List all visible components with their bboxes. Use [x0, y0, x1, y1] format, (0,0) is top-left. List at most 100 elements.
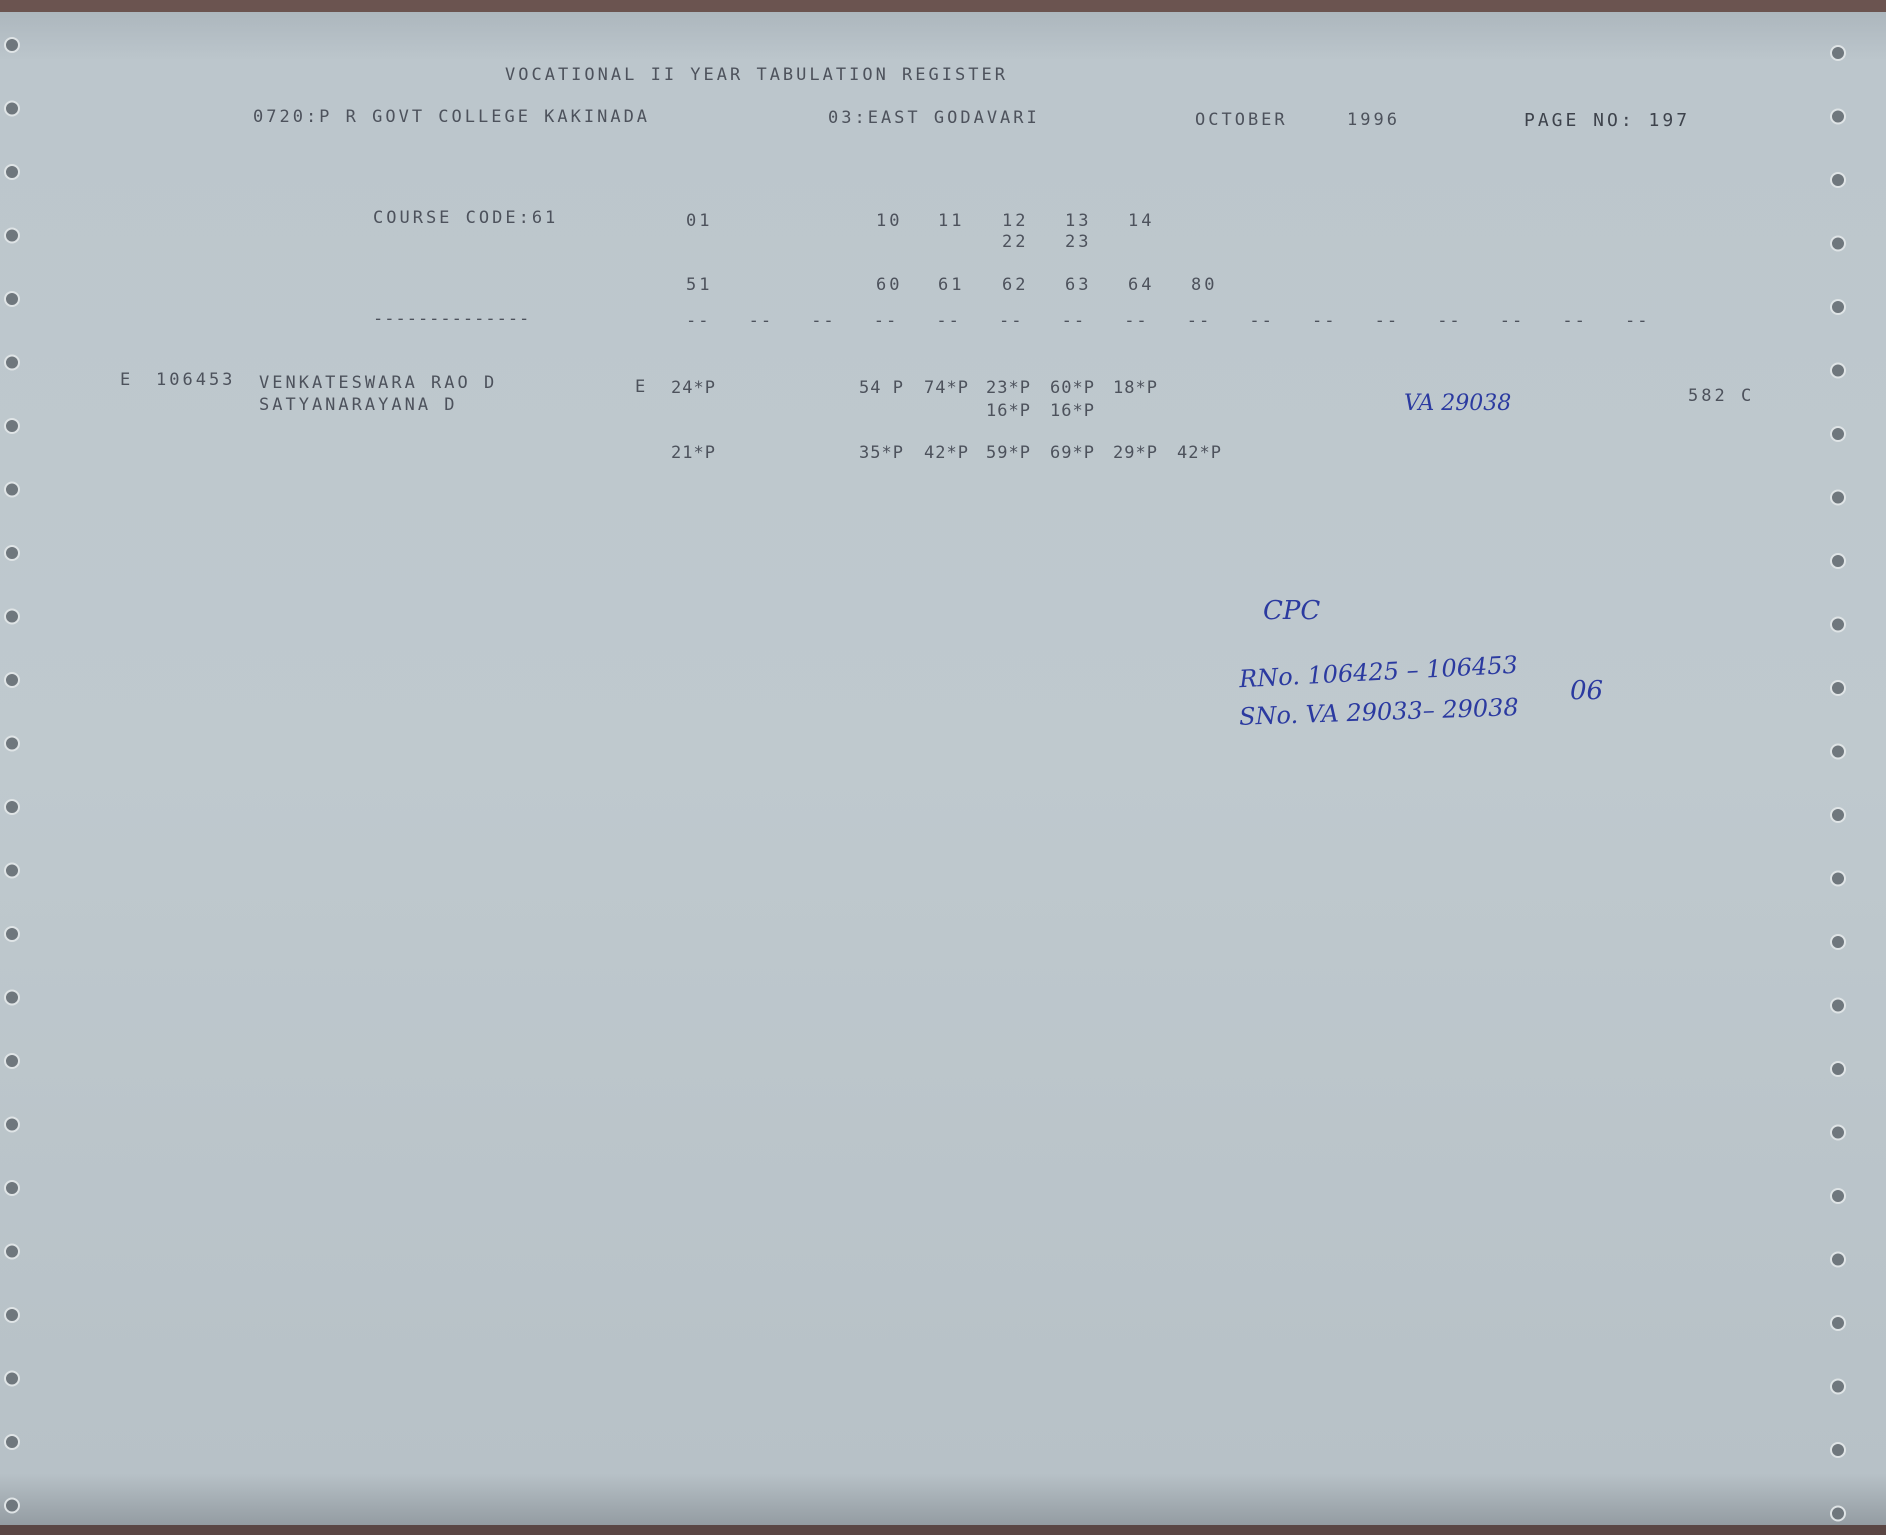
- marks: 35*P: [859, 443, 904, 463]
- column-dash: --: [1249, 311, 1274, 331]
- marks: 59*P: [986, 443, 1031, 463]
- column-dash: --: [1124, 311, 1149, 331]
- subject-code: 62: [1002, 275, 1029, 295]
- subject-code: 11: [938, 211, 965, 231]
- marks: 16*P: [1050, 401, 1095, 421]
- father-name: SATYANARAYANA D: [259, 395, 458, 415]
- feed-hole: [1830, 1124, 1846, 1141]
- feed-hole: [4, 1497, 20, 1514]
- feed-hole: [4, 608, 20, 625]
- subject-code: 14: [1128, 211, 1155, 231]
- feed-hole: [1830, 934, 1846, 950]
- feed-hole: [4, 164, 20, 180]
- feed-hole: [1830, 807, 1846, 823]
- feed-hole: [1830, 1378, 1846, 1395]
- column-dash: --: [686, 311, 711, 331]
- subject-code: 13: [1065, 211, 1092, 231]
- feed-hole: [1830, 616, 1846, 633]
- marks: 16*P: [986, 401, 1031, 421]
- feed-hole: [1830, 997, 1846, 1014]
- marks: 18*P: [1113, 378, 1158, 398]
- feed-hole: [1830, 108, 1846, 125]
- subject-code: 22: [1002, 232, 1029, 252]
- roll-number: 106453: [156, 370, 236, 390]
- district: 03:EAST GODAVARI: [828, 108, 1040, 128]
- feed-hole: [4, 291, 20, 307]
- feed-hole: [1830, 1442, 1846, 1458]
- feed-hole: [1830, 426, 1846, 442]
- subject-code: 60: [876, 275, 903, 295]
- column-dash: --: [1437, 311, 1462, 331]
- feed-hole: [4, 862, 20, 879]
- feed-hole: [1830, 870, 1846, 887]
- subject-code: 51: [686, 275, 713, 295]
- feed-hole: [1830, 743, 1846, 760]
- column-dash: --: [1499, 311, 1525, 331]
- subject-code: 63: [1065, 275, 1092, 295]
- feed-hole: [1830, 1315, 1846, 1331]
- column-dash: --: [1186, 311, 1212, 331]
- feed-hole: [4, 1180, 20, 1196]
- paper-edge: [0, 1525, 1886, 1535]
- year: 1996: [1347, 110, 1400, 130]
- feed-hole: [4, 1243, 20, 1260]
- record-type: E: [120, 370, 134, 390]
- student-name: VENKATESWARA RAO D: [259, 373, 498, 393]
- marks: 69*P: [1050, 443, 1095, 463]
- feed-hole: [4, 926, 20, 942]
- feed-hole: [1830, 299, 1846, 315]
- feed-hole: [4, 1307, 20, 1323]
- feed-hole: [1830, 680, 1846, 696]
- feed-hole: [1830, 553, 1846, 569]
- subject-code: 61: [938, 275, 965, 295]
- feed-hole: [4, 100, 20, 117]
- marks: 21*P: [671, 443, 716, 463]
- college: 0720:P R GOVT COLLEGE KAKINADA: [253, 107, 651, 127]
- subject-code: 12: [1002, 211, 1029, 231]
- note-cpc: CPC: [1263, 596, 1321, 626]
- marks: 42*P: [924, 443, 969, 463]
- subject-code: 80: [1191, 275, 1218, 295]
- feed-hole: [4, 418, 20, 434]
- feed-hole: [1830, 235, 1846, 252]
- column-dash: --: [1061, 311, 1087, 331]
- column-dash: --: [1312, 311, 1337, 331]
- column-dash: --: [936, 311, 961, 331]
- marks: 42*P: [1177, 443, 1222, 463]
- column-dash: --: [1562, 311, 1587, 331]
- marks: 29*P: [1113, 443, 1158, 463]
- column-dash: --: [999, 311, 1024, 331]
- subject-code: 23: [1065, 232, 1092, 252]
- feed-hole: [1830, 1061, 1846, 1077]
- feed-hole: [1830, 1251, 1846, 1268]
- paper-edge: [0, 0, 1886, 12]
- feed-hole: [4, 735, 20, 752]
- marks: 60*P: [1050, 378, 1095, 398]
- feed-hole: [4, 1116, 20, 1133]
- subject-code: 01: [686, 211, 713, 231]
- feed-hole: [4, 1434, 20, 1450]
- month: OCTOBER: [1195, 110, 1288, 130]
- marks: 24*P: [671, 378, 716, 398]
- feed-hole: [1830, 1505, 1846, 1522]
- feed-hole: [4, 1053, 20, 1069]
- register-title: VOCATIONAL II YEAR TABULATION REGISTER: [505, 65, 1008, 85]
- page-number: PAGE NO: 197: [1524, 110, 1691, 131]
- serial-number: VA 29038: [1404, 391, 1512, 416]
- feed-hole: [1830, 172, 1846, 188]
- subject-code: 10: [876, 211, 903, 231]
- feed-hole: [1830, 1188, 1846, 1204]
- column-dash: --: [748, 311, 774, 331]
- column-dash: --: [1625, 311, 1650, 331]
- feed-hole: [1830, 45, 1846, 61]
- feed-hole: [4, 799, 20, 815]
- feed-hole: [4, 1370, 20, 1387]
- marks: 23*P: [986, 378, 1031, 398]
- feed-hole: [4, 227, 20, 244]
- feed-hole: [4, 481, 20, 498]
- note-count: 06: [1570, 676, 1604, 706]
- column-dash: --: [1374, 311, 1400, 331]
- separator: --------------: [373, 309, 531, 329]
